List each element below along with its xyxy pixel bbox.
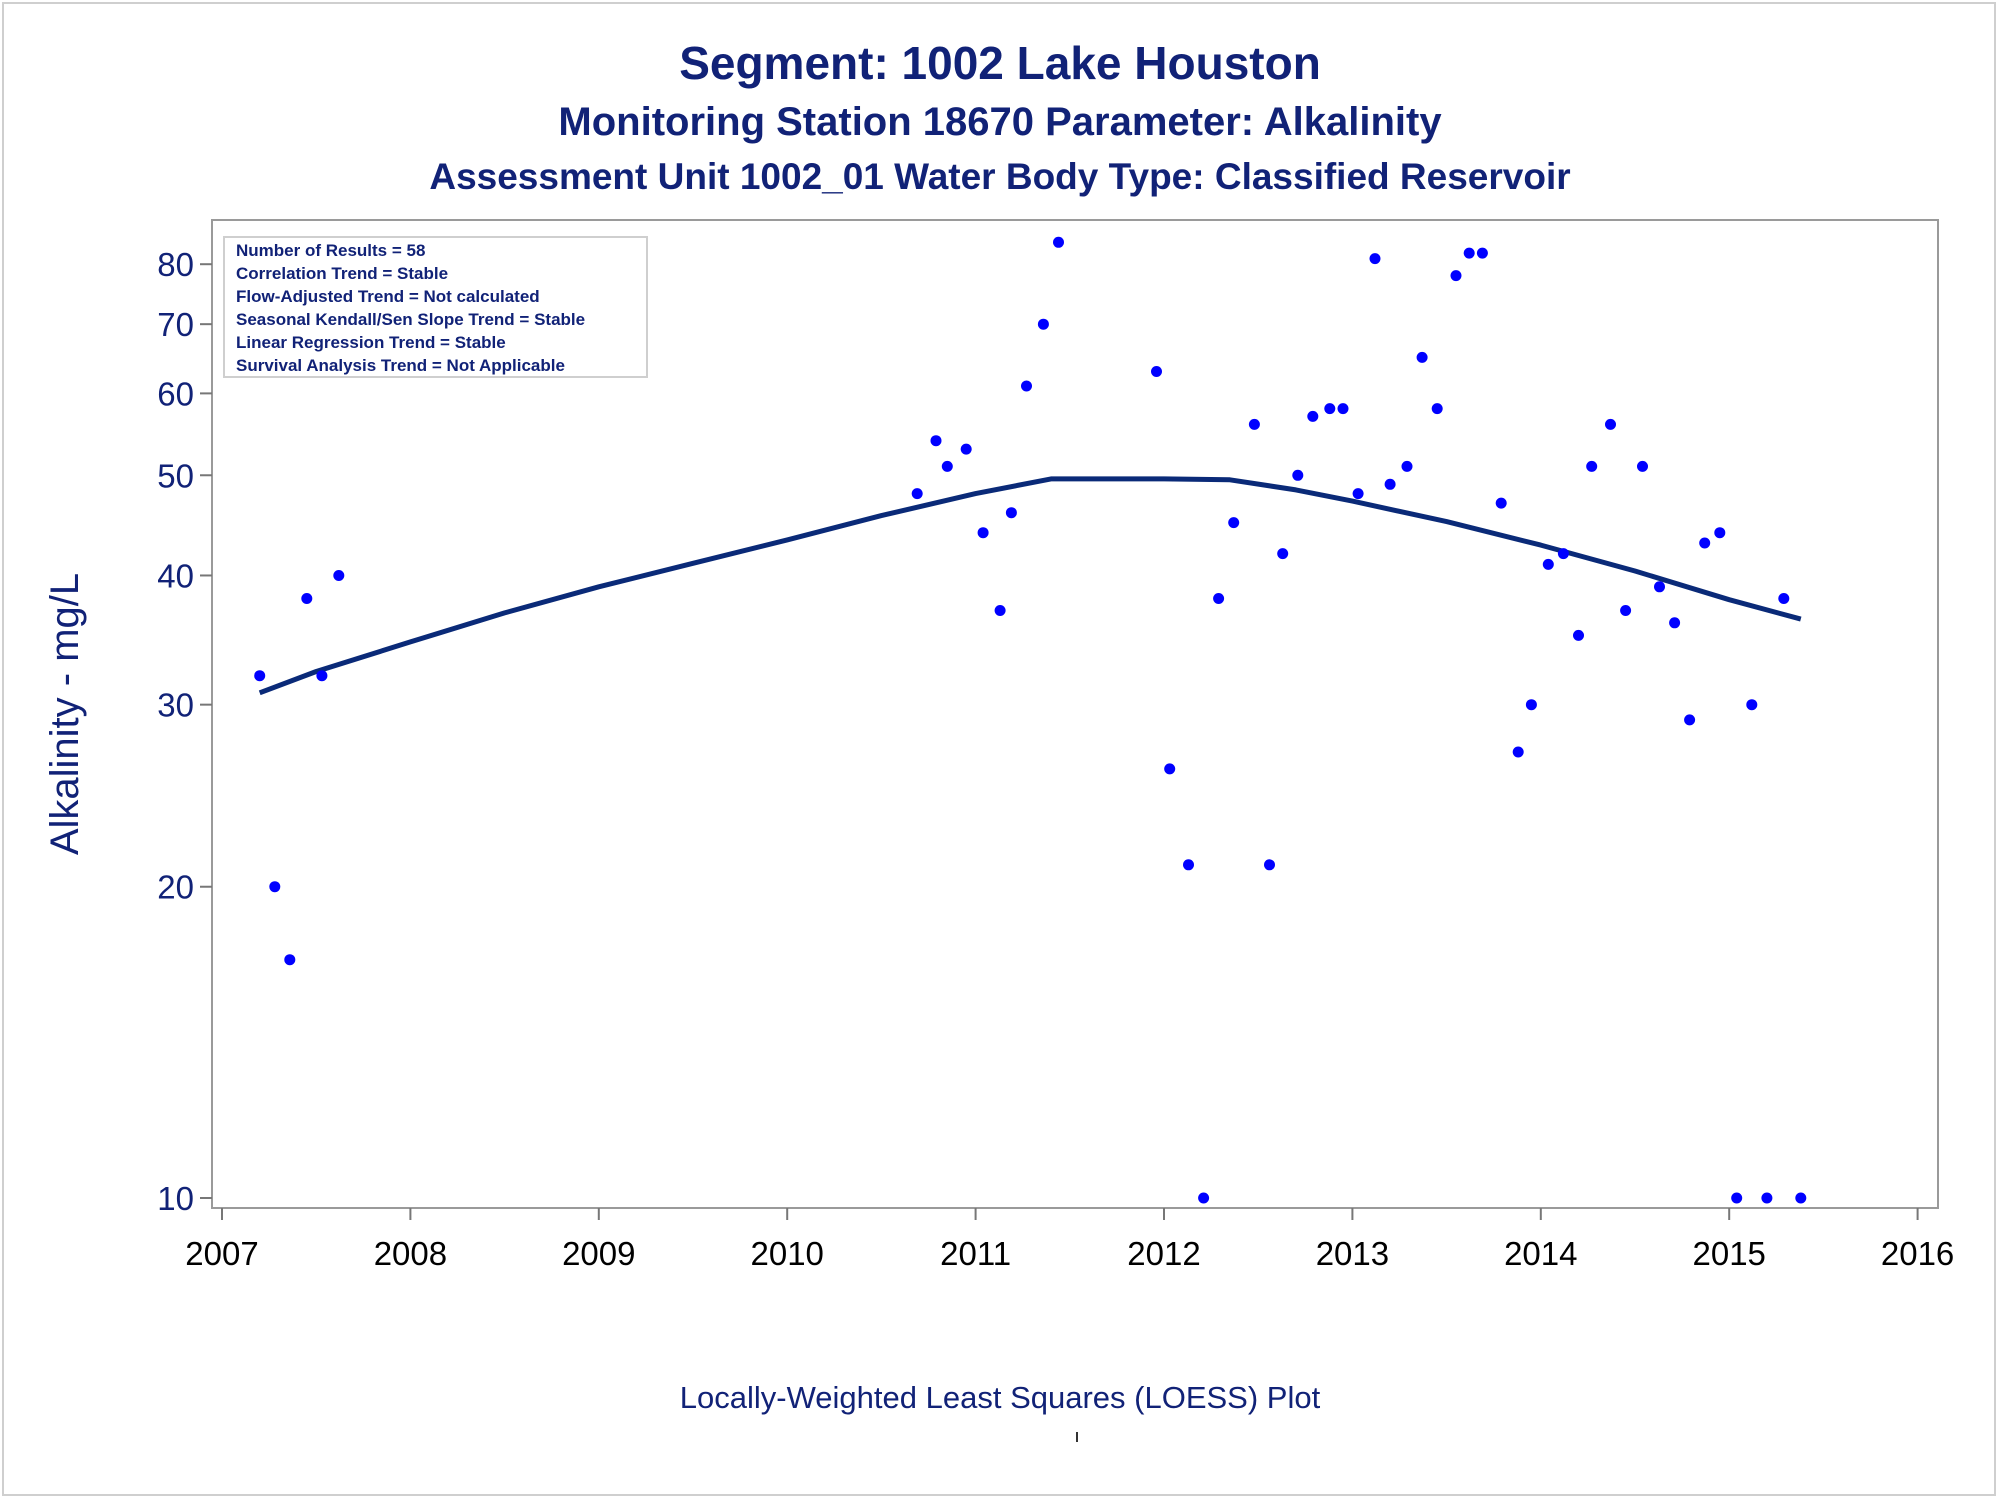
x-tick-label: 2013 [1316, 1235, 1389, 1272]
data-point [1292, 470, 1303, 481]
data-point [1496, 498, 1507, 509]
data-point [1684, 714, 1695, 725]
x-tick-label: 2015 [1692, 1235, 1765, 1272]
y-tick-label: 20 [157, 869, 194, 906]
loess-curve-layer [260, 479, 1801, 693]
x-tick-label: 2010 [750, 1235, 823, 1272]
data-point [1249, 419, 1260, 430]
data-point [1353, 488, 1364, 499]
data-point [284, 954, 295, 965]
data-point [254, 670, 265, 681]
data-point [1731, 1193, 1742, 1204]
stats-line: Survival Analysis Trend = Not Applicable [236, 356, 565, 375]
data-point [978, 527, 989, 538]
loess-curve [260, 479, 1801, 693]
y-tick-label: 30 [157, 687, 194, 724]
data-point [1586, 461, 1597, 472]
data-point [1620, 605, 1631, 616]
data-point [912, 488, 923, 499]
data-point [1228, 517, 1239, 528]
data-point [1451, 270, 1462, 281]
data-point [1746, 699, 1757, 710]
data-point [316, 670, 327, 681]
data-point [1164, 763, 1175, 774]
y-tick-label: 50 [157, 457, 194, 494]
scatter-chart: 10 20 30 40 50 60 70 80 2007 2008 2009 2010 2011 2012… [0, 0, 2000, 1500]
data-point [1198, 1193, 1209, 1204]
footnote-mark [1076, 1432, 1078, 1442]
data-point [1402, 461, 1413, 472]
data-point [1183, 859, 1194, 870]
stats-line: Correlation Trend = Stable [236, 264, 448, 283]
data-point [1714, 527, 1725, 538]
data-point [931, 435, 942, 446]
x-tick-label: 2014 [1504, 1235, 1577, 1272]
data-point [1795, 1193, 1806, 1204]
stats-line: Linear Regression Trend = Stable [236, 333, 506, 352]
data-points-layer [254, 237, 1806, 1204]
data-point [1513, 747, 1524, 758]
plot-footnote: Locally-Weighted Least Squares (LOESS) P… [0, 1380, 2000, 1416]
axes: 10 20 30 40 50 60 70 80 2007 2008 2009 2010 2011 2012… [157, 246, 1954, 1272]
data-point [269, 881, 280, 892]
y-tick-label: 80 [157, 246, 194, 283]
x-tick-label: 2011 [940, 1235, 1011, 1272]
data-point [1213, 593, 1224, 604]
x-tick-label: 2007 [185, 1235, 258, 1272]
data-point [1669, 617, 1680, 628]
data-point [1277, 548, 1288, 559]
data-point [1264, 859, 1275, 870]
data-point [333, 570, 344, 581]
data-point [1053, 237, 1064, 248]
data-point [1324, 403, 1335, 414]
data-point [942, 461, 953, 472]
data-point [1699, 538, 1710, 549]
data-point [1385, 479, 1396, 490]
data-point [1307, 411, 1318, 422]
data-point [1006, 507, 1017, 518]
data-point [1417, 352, 1428, 363]
data-point [1654, 581, 1665, 592]
x-tick-label: 2008 [374, 1235, 447, 1272]
data-point [1464, 248, 1475, 259]
data-point [301, 593, 312, 604]
data-point [1432, 403, 1443, 414]
data-point [1021, 381, 1032, 392]
data-point [995, 605, 1006, 616]
data-point [1573, 630, 1584, 641]
y-tick-label: 40 [157, 557, 194, 594]
data-point [961, 444, 972, 455]
data-point [1370, 253, 1381, 264]
data-point [1761, 1193, 1772, 1204]
data-point [1151, 366, 1162, 377]
stats-line: Seasonal Kendall/Sen Slope Trend = Stabl… [236, 310, 585, 329]
data-point [1605, 419, 1616, 430]
y-tick-label: 10 [157, 1180, 194, 1217]
data-point [1526, 699, 1537, 710]
data-point [1778, 593, 1789, 604]
stats-line: Number of Results = 58 [236, 241, 425, 260]
x-tick-label: 2016 [1881, 1235, 1954, 1272]
y-axis-title: Alkalinity - mg/L [43, 573, 87, 855]
data-point [1543, 559, 1554, 570]
x-tick-label: 2012 [1127, 1235, 1200, 1272]
data-point [1338, 403, 1349, 414]
y-tick-label: 70 [157, 306, 194, 343]
data-point [1637, 461, 1648, 472]
data-point [1558, 548, 1569, 559]
stats-line: Flow-Adjusted Trend = Not calculated [236, 287, 540, 306]
x-tick-label: 2009 [562, 1235, 635, 1272]
data-point [1477, 248, 1488, 259]
data-point [1038, 319, 1049, 330]
y-tick-label: 60 [157, 375, 194, 412]
